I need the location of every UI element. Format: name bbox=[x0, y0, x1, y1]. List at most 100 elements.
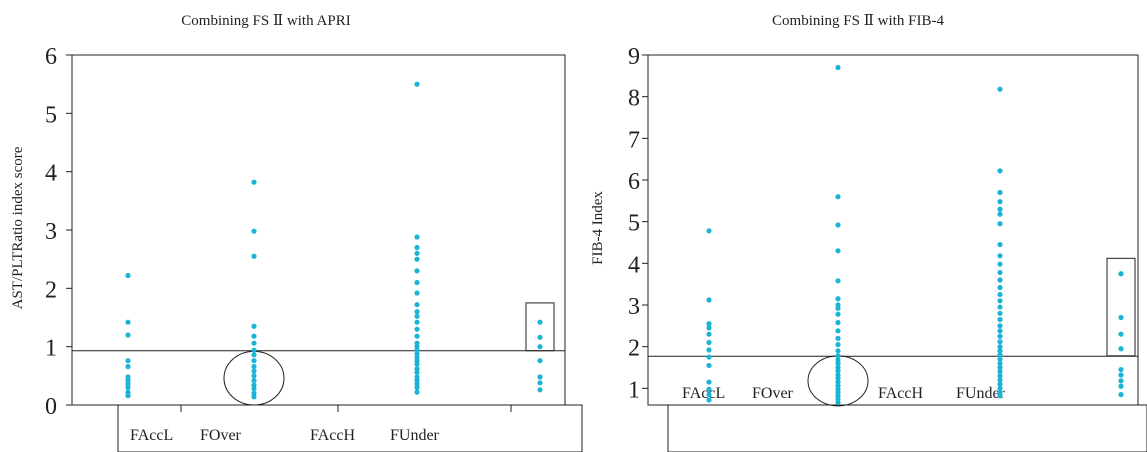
data-point-fover bbox=[835, 353, 841, 359]
data-point-fover bbox=[251, 333, 257, 339]
data-point-faccl bbox=[125, 332, 131, 338]
category-label-faccl: FAccL bbox=[682, 385, 725, 402]
data-point-funder bbox=[537, 344, 543, 350]
data-point-facch bbox=[414, 369, 420, 375]
y-tick-label: 3 bbox=[45, 219, 57, 245]
data-point-facch bbox=[997, 316, 1003, 323]
data-point-fover bbox=[251, 228, 257, 234]
data-point-facch bbox=[997, 277, 1003, 283]
y-tick-label: 7 bbox=[628, 127, 640, 153]
data-point-facch bbox=[997, 86, 1003, 92]
data-point-faccl bbox=[706, 331, 712, 337]
data-point-fover bbox=[835, 311, 841, 317]
plot-frame bbox=[71, 54, 566, 406]
y-tick-label: 8 bbox=[628, 86, 640, 112]
data-point-facch bbox=[414, 302, 420, 308]
data-point-facch bbox=[997, 364, 1003, 371]
data-point-fover bbox=[835, 319, 841, 326]
data-point-fover bbox=[251, 340, 257, 346]
data-point-facch bbox=[414, 268, 420, 274]
data-point-facch bbox=[414, 313, 420, 319]
data-point-facch bbox=[997, 356, 1003, 362]
y-tick-label: 6 bbox=[45, 44, 57, 70]
y-tick-label: 9 bbox=[628, 44, 640, 70]
data-point-funder bbox=[537, 334, 543, 340]
data-point-facch bbox=[997, 261, 1003, 267]
y-axis-label: AST/PLTRatio index score bbox=[10, 146, 26, 309]
data-point-facch bbox=[414, 361, 420, 367]
y-axis-label: FIB-4 Index bbox=[590, 191, 606, 265]
data-point-facch bbox=[997, 352, 1003, 358]
data-point-facch bbox=[414, 326, 420, 332]
data-point-facch bbox=[997, 168, 1003, 174]
data-point-facch bbox=[997, 189, 1003, 196]
data-point-fover bbox=[835, 360, 841, 366]
data-point-faccl bbox=[125, 319, 131, 325]
data-point-facch bbox=[997, 344, 1003, 350]
data-point-fover bbox=[835, 248, 841, 254]
data-point-faccl bbox=[706, 228, 712, 234]
category-box bbox=[117, 404, 583, 452]
y-tick-label: 2 bbox=[45, 277, 57, 303]
data-point-faccl bbox=[706, 386, 712, 392]
data-point-facch bbox=[997, 199, 1003, 205]
data-point-faccl bbox=[125, 358, 131, 364]
data-point-faccl bbox=[125, 393, 131, 399]
data-point-facch bbox=[997, 284, 1003, 291]
data-point-facch bbox=[414, 244, 420, 251]
data-point-faccl bbox=[706, 379, 712, 385]
y-tick-label: 4 bbox=[628, 252, 640, 278]
data-point-facch bbox=[997, 328, 1003, 334]
data-point-funder bbox=[1118, 271, 1124, 277]
data-point-funder bbox=[537, 374, 543, 380]
data-point-faccl bbox=[125, 272, 131, 279]
data-point-fover bbox=[251, 363, 257, 370]
data-point-facch bbox=[414, 81, 420, 87]
data-point-funder bbox=[1118, 346, 1124, 352]
category-label-fover: FOver bbox=[200, 427, 242, 444]
y-tick-label: 1 bbox=[45, 336, 57, 362]
data-point-facch bbox=[997, 385, 1003, 391]
y-tick-label: 0 bbox=[45, 394, 57, 420]
data-point-fover bbox=[251, 179, 257, 185]
category-label-facch: FAccH bbox=[878, 385, 923, 402]
y-tick-label: 5 bbox=[628, 211, 640, 237]
category-label-faccl: FAccL bbox=[130, 427, 173, 444]
category-box bbox=[667, 404, 1147, 452]
y-tick-label: 3 bbox=[628, 294, 640, 320]
y-tick-label: 6 bbox=[628, 169, 640, 195]
data-point-fover bbox=[251, 394, 257, 400]
data-point-faccl bbox=[706, 321, 712, 327]
data-point-funder bbox=[537, 358, 543, 364]
data-point-fover bbox=[835, 335, 841, 341]
data-point-faccl bbox=[125, 384, 131, 391]
data-point-faccl bbox=[706, 391, 712, 398]
data-point-faccl bbox=[706, 397, 712, 403]
data-point-fover bbox=[835, 368, 841, 374]
data-point-facch bbox=[997, 304, 1003, 310]
chart-panel-1: Combining FS Ⅱ with APRI AST/PLTRatio ind… bbox=[10, 13, 583, 452]
data-point-facch bbox=[414, 389, 420, 395]
data-point-fover bbox=[835, 379, 841, 385]
data-point-funder bbox=[537, 319, 543, 325]
data-point-fover bbox=[835, 194, 841, 200]
chart-title: Combining FS Ⅱ with APRI bbox=[181, 13, 350, 29]
data-point-faccl bbox=[706, 339, 712, 346]
data-point-facch bbox=[997, 373, 1003, 379]
data-point-faccl bbox=[125, 363, 131, 370]
data-point-funder bbox=[1118, 372, 1124, 378]
data-point-fover bbox=[251, 323, 257, 329]
data-point-fover bbox=[251, 368, 257, 374]
data-point-facch bbox=[414, 290, 420, 296]
chart-title: Combining FS Ⅱ with FIB-4 bbox=[772, 13, 944, 29]
data-point-facch bbox=[997, 377, 1003, 383]
data-point-funder bbox=[1118, 314, 1124, 321]
data-point-funder bbox=[537, 387, 543, 393]
data-point-facch bbox=[997, 369, 1003, 375]
data-point-faccl bbox=[706, 354, 712, 360]
data-point-fover bbox=[251, 358, 257, 364]
data-point-facch bbox=[997, 253, 1003, 259]
data-point-facch bbox=[414, 279, 420, 286]
data-point-funder bbox=[1118, 366, 1124, 373]
